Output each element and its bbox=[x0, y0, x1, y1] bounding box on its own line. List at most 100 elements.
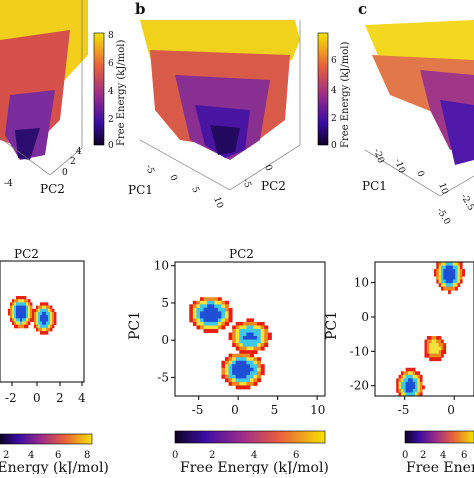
contour-cell bbox=[40, 331, 43, 335]
contour-cell bbox=[405, 381, 409, 386]
contour-cell bbox=[200, 304, 204, 309]
tick-label: 0 bbox=[62, 168, 68, 178]
contour-cell bbox=[16, 315, 19, 319]
contour-cell bbox=[42, 324, 45, 329]
contour-cell bbox=[242, 329, 247, 333]
contour-cell bbox=[214, 311, 219, 316]
contour-cell bbox=[426, 346, 430, 351]
contour-cell bbox=[20, 302, 23, 306]
contour-cell bbox=[36, 324, 39, 329]
contour-cell bbox=[46, 327, 49, 332]
contour-cell bbox=[448, 272, 451, 277]
contour-plot-c bbox=[396, 262, 465, 396]
contour-cell bbox=[424, 343, 428, 348]
contour-cell bbox=[24, 308, 27, 313]
contour-cell bbox=[36, 311, 39, 316]
contour-cell bbox=[250, 371, 254, 376]
contour-cell bbox=[250, 325, 254, 330]
contour-cell bbox=[40, 302, 43, 306]
contour-cell bbox=[196, 311, 201, 316]
contour-cell bbox=[441, 272, 444, 277]
x-tick-label: 5 bbox=[271, 403, 279, 417]
contour-cell bbox=[221, 304, 226, 309]
contour-cell bbox=[221, 367, 226, 372]
contour-cell bbox=[196, 307, 201, 312]
contour-cell bbox=[429, 350, 432, 355]
contour-cell bbox=[441, 283, 444, 288]
contour-cell bbox=[433, 339, 437, 344]
contour-cell bbox=[16, 308, 19, 313]
contour-cell bbox=[235, 378, 240, 383]
contour-cell bbox=[436, 350, 440, 355]
contour-cell bbox=[221, 374, 226, 379]
contour-cell bbox=[207, 311, 212, 316]
contour-cell bbox=[242, 321, 247, 326]
contour-cell bbox=[396, 378, 399, 383]
y-tick-label: -20 bbox=[350, 379, 369, 393]
contour-cell bbox=[48, 305, 51, 310]
axis-label: PC1 bbox=[127, 311, 143, 340]
contour-cell bbox=[455, 276, 458, 281]
contour-cell bbox=[257, 332, 262, 337]
contour-cell bbox=[189, 304, 194, 309]
contour-cell bbox=[235, 325, 240, 330]
contour-title: PC2 bbox=[14, 247, 39, 261]
contour-cell bbox=[426, 336, 430, 340]
contour-cell bbox=[457, 262, 461, 266]
contour-cell bbox=[18, 296, 21, 300]
contour-cell bbox=[257, 336, 262, 340]
contour-cell bbox=[228, 367, 233, 372]
contour-cell bbox=[46, 315, 49, 319]
contour-cell bbox=[44, 331, 47, 335]
contour-cell bbox=[412, 371, 416, 376]
contour-cell bbox=[445, 279, 449, 284]
contour-cell bbox=[225, 311, 229, 316]
contour-cell bbox=[450, 265, 454, 270]
contour-cell bbox=[448, 265, 451, 270]
contour-cell bbox=[44, 324, 47, 329]
contour-cell bbox=[16, 311, 19, 316]
contour-cell bbox=[246, 357, 251, 362]
contour-cell bbox=[14, 315, 17, 319]
contour-cell bbox=[22, 299, 25, 303]
contour-cell bbox=[48, 315, 51, 319]
contour-cell bbox=[239, 374, 244, 379]
contour-cell bbox=[417, 392, 421, 396]
contour-cell bbox=[207, 325, 212, 330]
contour-cell bbox=[246, 374, 251, 379]
contour-cell bbox=[438, 336, 442, 340]
contour-cell bbox=[457, 283, 461, 288]
contour-cell bbox=[260, 371, 265, 376]
contour-cell bbox=[250, 367, 254, 372]
contour-cell bbox=[405, 392, 409, 396]
contour-cell bbox=[426, 343, 430, 348]
contour-cell bbox=[419, 374, 423, 379]
contour-cell bbox=[403, 392, 407, 396]
tick-label: 10 bbox=[211, 196, 224, 210]
contour-cell bbox=[36, 308, 39, 313]
contour-cell bbox=[210, 329, 215, 333]
contour-cell bbox=[30, 302, 33, 306]
contour-cell bbox=[228, 318, 233, 323]
contour-cell bbox=[221, 318, 226, 323]
contour-cell bbox=[196, 300, 201, 305]
contour-cell bbox=[443, 343, 447, 348]
contour-cell bbox=[228, 357, 233, 362]
contour-cell bbox=[28, 315, 31, 319]
contour-cell bbox=[52, 321, 55, 326]
contour-cell bbox=[419, 385, 423, 390]
axis-label: PC1 bbox=[362, 179, 387, 193]
contour-cell bbox=[22, 311, 25, 316]
contour-cell bbox=[419, 381, 423, 386]
tick-label: 4 bbox=[78, 391, 86, 405]
contour-cell bbox=[20, 299, 23, 303]
contour-cell bbox=[235, 346, 240, 351]
contour-cell bbox=[207, 304, 212, 309]
contour-cell bbox=[398, 385, 402, 390]
axis-label: PC2 bbox=[261, 179, 286, 193]
contour-cell bbox=[253, 360, 258, 365]
contour-cell bbox=[203, 304, 208, 309]
contour-cell bbox=[436, 279, 440, 284]
contour-cell bbox=[257, 374, 262, 379]
contour-cell bbox=[410, 374, 414, 379]
